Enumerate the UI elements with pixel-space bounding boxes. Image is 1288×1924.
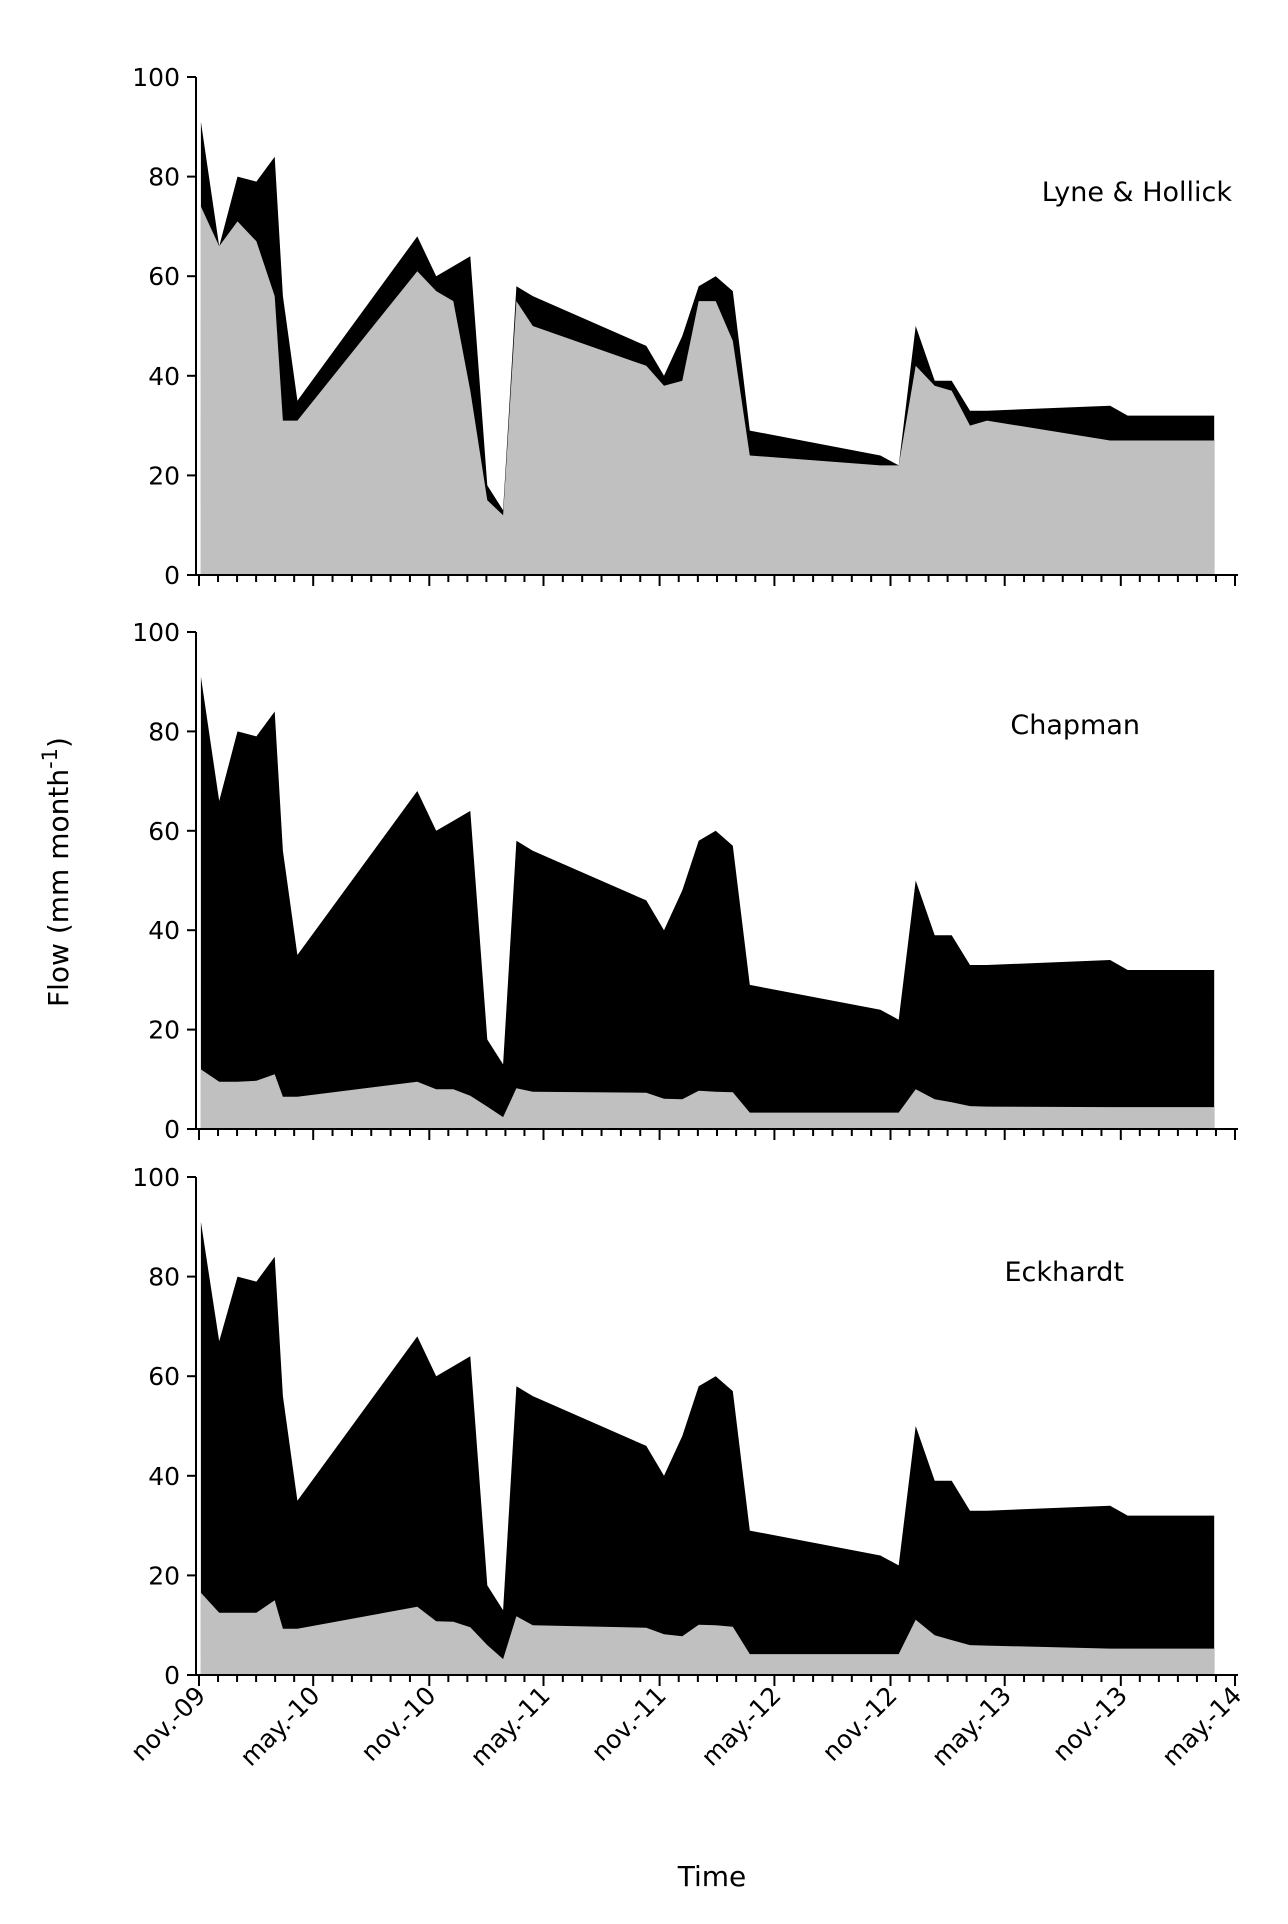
y-tick-label: 20 [148, 461, 180, 490]
y-tick-label: 0 [164, 1661, 180, 1690]
y-tick-label: 20 [148, 1561, 180, 1590]
x-tick-label: nov.-13 [1047, 1681, 1133, 1767]
y-axis-title-main: Flow (mm month [42, 769, 75, 1007]
total-flow-area [200, 1221, 1215, 1675]
x-tick-label: may.-13 [926, 1681, 1017, 1772]
panel-title: Eckhardt [1004, 1257, 1124, 1288]
y-tick-label: 80 [148, 1263, 180, 1292]
y-tick-label: 0 [164, 1115, 180, 1144]
x-tick-label: nov.-11 [586, 1681, 672, 1767]
panel-title: Chapman [1010, 710, 1140, 741]
x-axis-title: Time [677, 1860, 747, 1893]
y-tick-label: 100 [132, 63, 180, 92]
total-flow-area [200, 676, 1215, 1129]
y-tick-label: 100 [132, 618, 180, 647]
y-tick-label: 80 [148, 717, 180, 746]
x-tick-label: may.-10 [234, 1681, 325, 1772]
y-tick-label: 20 [148, 1016, 180, 1045]
y-tick-label: 40 [148, 1462, 180, 1491]
y-tick-label: 80 [148, 163, 180, 192]
x-tick-label: nov.-09 [125, 1681, 211, 1767]
y-tick-label: 60 [148, 817, 180, 846]
y-tick-label: 40 [148, 362, 180, 391]
x-tick-label: may.-12 [696, 1681, 787, 1772]
y-axis-title-close: ) [42, 737, 75, 748]
y-axis-title: Flow (mm month-1) [38, 737, 75, 1007]
baseflow-area [200, 1069, 1215, 1129]
x-tick-label: may.-14 [1156, 1681, 1247, 1772]
y-tick-label: 60 [148, 1362, 180, 1391]
y-tick-label: 40 [148, 916, 180, 945]
x-tick-label: nov.-10 [355, 1681, 441, 1767]
y-tick-label: 0 [164, 561, 180, 590]
y-axis-title-superscript: -1 [38, 748, 62, 769]
baseflow-area [200, 1592, 1215, 1675]
x-tick-label: may.-11 [465, 1681, 556, 1772]
x-tick-label: nov.-12 [817, 1681, 903, 1767]
y-tick-label: 100 [132, 1163, 180, 1192]
panel-title: Lyne & Hollick [1042, 177, 1233, 208]
baseflow-area [200, 206, 1215, 575]
y-tick-label: 60 [148, 262, 180, 291]
